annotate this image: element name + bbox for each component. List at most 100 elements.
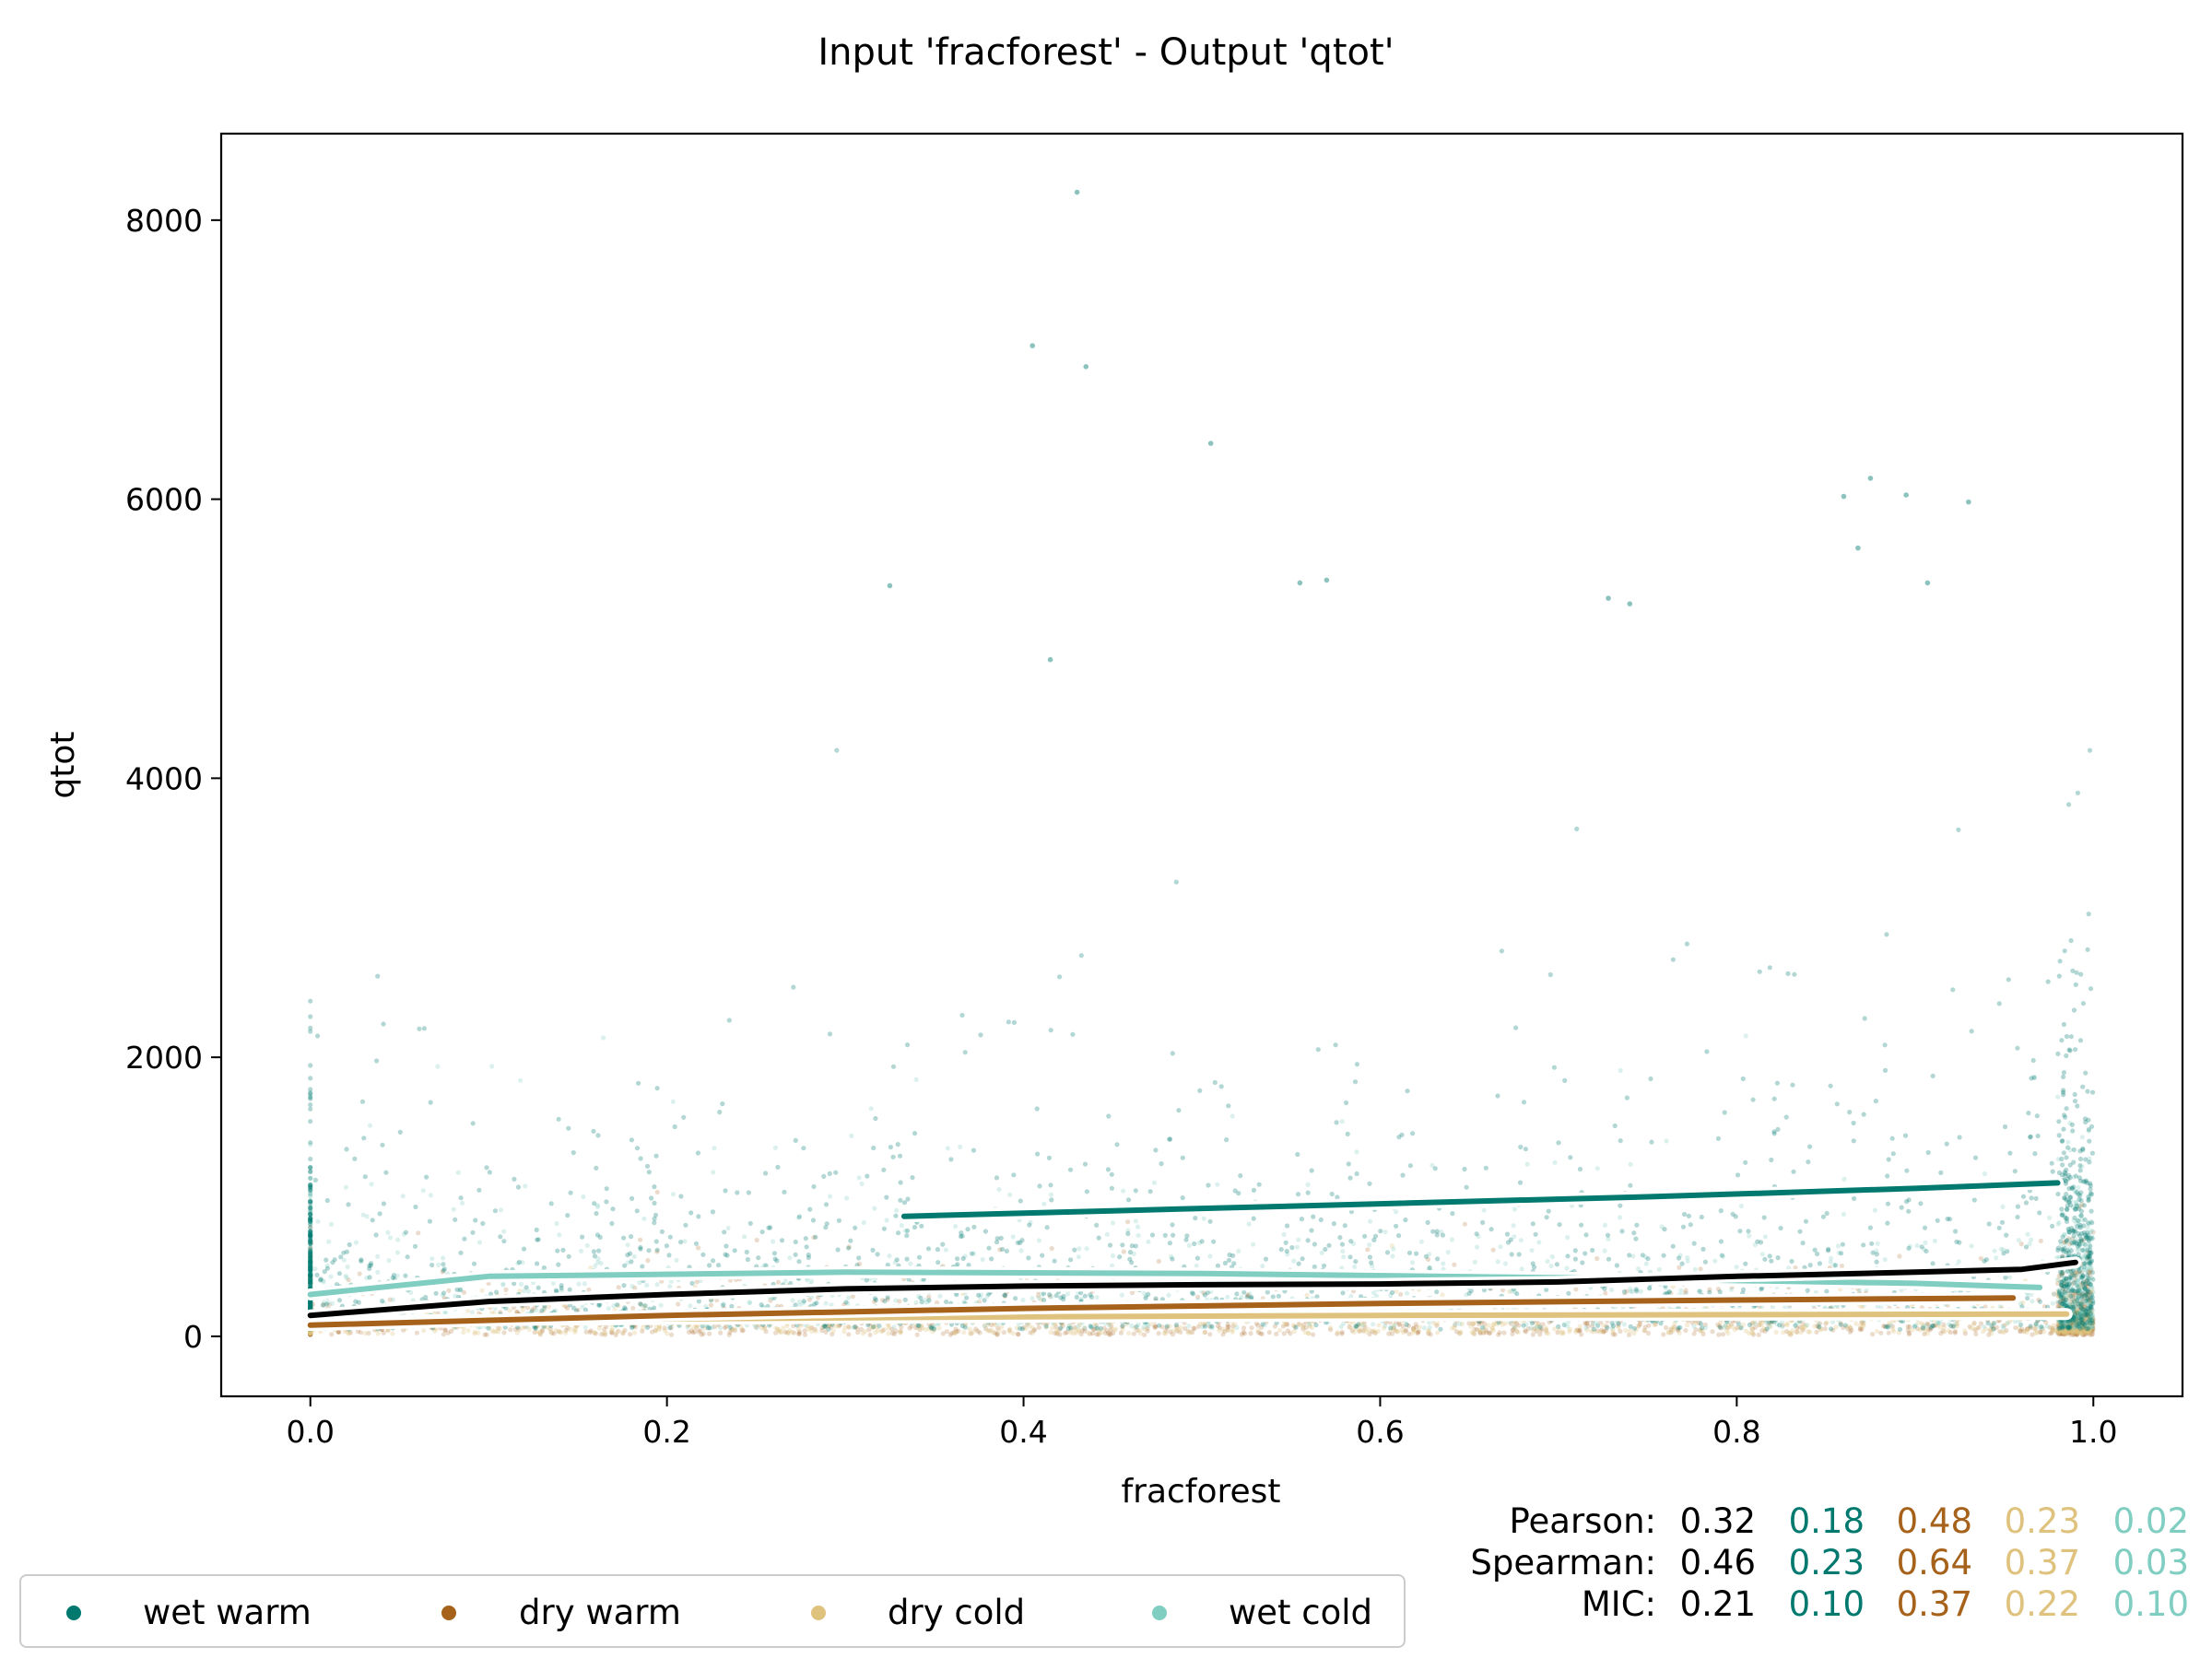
scatter-point (358, 1330, 363, 1335)
scatter-point (523, 1324, 528, 1330)
scatter-point (2090, 1328, 2096, 1334)
scatter-point (385, 1230, 391, 1235)
scatter-point (708, 1302, 714, 1308)
scatter-point (2068, 1293, 2074, 1299)
scatter-point (2077, 1316, 2083, 1322)
scatter-point (801, 1146, 806, 1151)
scatter-point (763, 1329, 769, 1335)
scatter-point (1472, 1326, 1477, 1332)
scatter-point (480, 1220, 486, 1227)
scatter-point (1016, 1332, 1021, 1337)
scatter-point (2080, 1317, 2086, 1323)
scatter-point (2078, 1303, 2084, 1309)
scatter-point (2070, 1281, 2076, 1287)
scatter-point (1490, 1247, 1496, 1253)
scatter-point (2086, 1330, 2091, 1335)
scatter-point (308, 1280, 313, 1286)
scatter-point (1906, 1332, 1912, 1337)
scatter-point (1962, 1328, 1968, 1334)
scatter-point (2063, 1330, 2068, 1336)
scatter-point (1556, 1140, 1561, 1146)
scatter-point (654, 1086, 660, 1091)
scatter-point (1524, 1329, 1529, 1335)
scatter-point (308, 1330, 313, 1335)
scatter-point (2061, 1150, 2066, 1156)
scatter-point (1513, 1025, 1519, 1030)
scatter-point (844, 1195, 850, 1201)
scatter-point (2064, 1281, 2069, 1288)
scatter-point (2074, 1324, 2079, 1330)
scatter-point (796, 1214, 803, 1219)
scatter-point (726, 1332, 732, 1337)
scatter-point (830, 1332, 835, 1337)
scatter-point (308, 1224, 313, 1230)
scatter-point (1415, 1329, 1420, 1335)
scatter-point (369, 1182, 374, 1187)
scatter-point (886, 1331, 891, 1336)
scatter-point (711, 1170, 716, 1175)
scatter-point (360, 1212, 366, 1218)
scatter-point (1370, 1329, 1375, 1335)
scatter-point (898, 1329, 903, 1335)
scatter-point (2088, 1315, 2095, 1321)
scatter-point (796, 1329, 803, 1335)
scatter-point (2070, 1291, 2076, 1297)
scatter-point (959, 1324, 965, 1329)
scatter-point (2082, 1331, 2088, 1336)
scatter-point (551, 1331, 557, 1336)
scatter-point (1164, 1324, 1170, 1329)
scatter-point (644, 1282, 650, 1288)
scatter-point (1311, 1332, 1316, 1337)
scatter-point (1255, 1323, 1261, 1328)
scatter-point (1314, 1294, 1320, 1300)
scatter-point (1572, 1256, 1578, 1262)
scatter-point (2073, 1295, 2078, 1300)
scatter-point (2021, 1329, 2027, 1335)
scatter-point (952, 1330, 958, 1336)
scatter-point (928, 1325, 935, 1331)
scatter-point (1475, 1244, 1480, 1250)
scatter-point (1562, 1077, 1568, 1083)
scatter-point (898, 1330, 903, 1335)
scatter-point (2074, 1323, 2079, 1328)
scatter-point (2072, 1320, 2077, 1325)
scatter-point (1131, 1331, 1136, 1336)
scatter-point (1199, 1239, 1205, 1244)
scatter-point (1738, 1203, 1745, 1209)
scatter-point (899, 1223, 905, 1229)
scatter-point (414, 1330, 419, 1335)
scatter-point (625, 1242, 630, 1248)
scatter-point (1684, 941, 1689, 947)
scatter-point (1096, 1332, 1101, 1337)
scatter-point (1281, 1231, 1287, 1237)
scatter-point (1068, 1330, 1074, 1335)
scatter-point (461, 1330, 466, 1335)
scatter-point (2075, 1327, 2080, 1333)
scatter-point (308, 1331, 313, 1336)
scatter-point (1630, 1288, 1635, 1295)
scatter-point (1780, 1323, 1785, 1328)
scatter-point (2073, 1321, 2078, 1326)
scatter-point (308, 1330, 313, 1336)
scatter-point (1266, 1330, 1272, 1335)
scatter-point (1621, 1289, 1627, 1295)
scatter-point (2073, 1277, 2078, 1283)
scatter-point (2074, 1332, 2079, 1337)
scatter-point (1230, 1327, 1235, 1333)
scatter-point (1248, 1331, 1253, 1336)
scatter-point (739, 1327, 745, 1333)
scatter-point (1648, 1076, 1653, 1082)
scatter-point (1860, 1322, 1865, 1328)
scatter-point (346, 1202, 351, 1207)
scatter-point (2079, 1328, 2085, 1334)
scatter-point (1800, 1241, 1806, 1246)
scatter-point (1497, 1330, 1502, 1335)
scatter-point (1411, 1325, 1417, 1331)
scatter-point (1816, 1324, 1821, 1330)
scatter-point (2086, 1268, 2091, 1274)
scatter-point (1603, 1328, 1608, 1334)
scatter-point (1086, 1330, 1091, 1335)
scatter-point (1812, 1324, 1818, 1329)
scatter-point (2072, 1331, 2077, 1336)
scatter-point (1390, 1253, 1395, 1259)
